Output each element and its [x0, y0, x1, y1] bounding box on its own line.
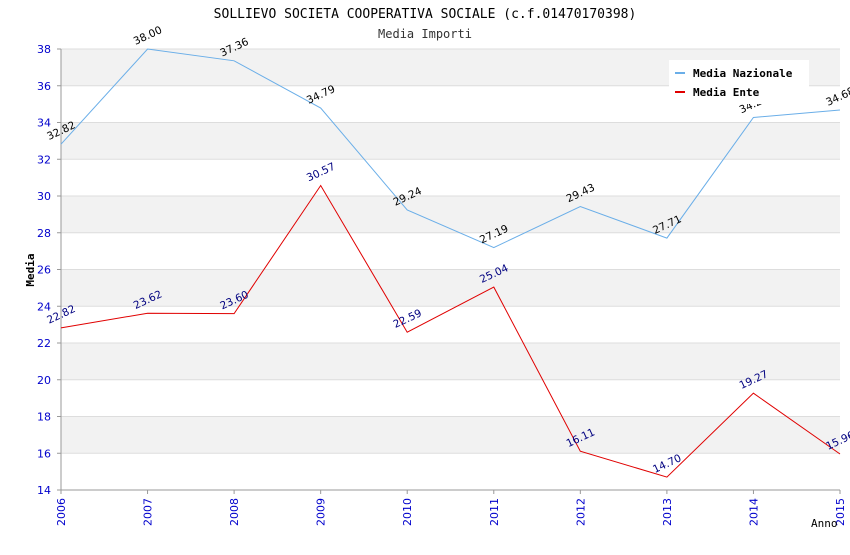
y-axis-label: Media [24, 253, 37, 286]
series-lines [60, 48, 841, 478]
y-tick-labels: 14 16 18 20 22 24 26 28 30 32 34 36 38 [37, 43, 51, 497]
y-tick-label: 32 [37, 153, 51, 166]
y-tick-label: 22 [37, 337, 51, 350]
plot-background [61, 49, 840, 490]
y-tick-label: 28 [37, 227, 51, 240]
y-tick-label: 20 [37, 374, 51, 387]
y-tick-label: 24 [37, 300, 51, 313]
grid-band [61, 269, 840, 307]
y-tick-label: 14 [37, 484, 51, 497]
x-tick-label: 2008 [228, 498, 241, 526]
grid-band [61, 453, 840, 490]
y-tick-label: 38 [37, 43, 51, 56]
legend-label: Media Nazionale [693, 67, 793, 80]
y-tick-label: 30 [37, 190, 51, 203]
x-tick-label: 2013 [661, 498, 674, 526]
x-tick-label: 2014 [747, 498, 760, 526]
x-tick-labels: 2006 2007 2008 2009 2010 2011 2012 2013 2014 2015 [55, 498, 847, 526]
y-tick-label: 26 [37, 264, 51, 277]
x-tick-label: 2009 [315, 498, 328, 526]
grid-band [61, 343, 840, 380]
grid-band [61, 159, 840, 196]
x-tick-label: 2010 [401, 498, 414, 526]
x-tick-label: 2015 [834, 498, 847, 526]
x-tick-label: 2006 [55, 498, 68, 526]
chart-title: SOLLIEVO SOCIETA COOPERATIVA SOCIALE (c.… [214, 7, 637, 22]
x-axis-label: Anno [811, 517, 838, 530]
y-tick-label: 16 [37, 447, 51, 460]
legend-label: Media Ente [693, 86, 760, 99]
grid-band [61, 379, 840, 417]
legend: Media Nazionale Media Ente [669, 60, 809, 104]
y-tick-label: 34 [37, 117, 51, 130]
x-tick-label: 2007 [142, 498, 155, 526]
y-tick-label: 18 [37, 411, 51, 424]
y-tick-label: 36 [37, 80, 51, 93]
grid-band [61, 122, 840, 160]
legend-box [669, 60, 809, 104]
series-line [60, 48, 841, 249]
x-tick-label: 2011 [488, 498, 501, 526]
grid-band [61, 196, 840, 233]
chart-subtitle: Media Importi [378, 27, 472, 41]
grid-band [61, 306, 840, 343]
series-line [60, 184, 841, 478]
grid-band [61, 232, 840, 270]
data-label: 38.00 [132, 24, 164, 48]
axes [57, 48, 841, 494]
x-tick-label: 2012 [574, 498, 587, 526]
